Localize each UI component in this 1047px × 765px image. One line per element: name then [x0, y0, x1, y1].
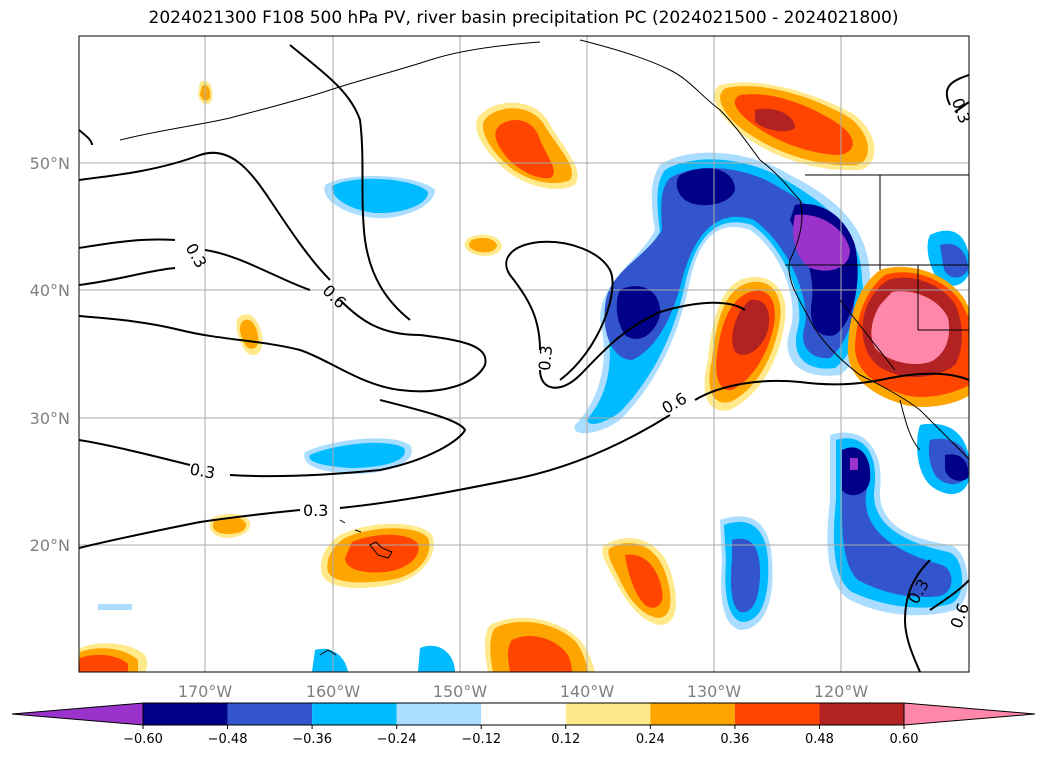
colorbar-segment	[481, 703, 566, 725]
pv-contours	[79, 44, 969, 672]
colorbar-tick-label: 0.48	[805, 732, 834, 747]
colorbar-tick-label: −0.12	[461, 732, 501, 747]
colorbar-tick-label: 0.24	[636, 732, 665, 747]
colorbar-tick-label: −0.24	[377, 732, 417, 747]
latitude-labels: 50°N 40°N 30°N 20°N	[30, 154, 70, 555]
coastlines	[119, 39, 969, 656]
contour-label: 0.3	[303, 501, 328, 520]
colorbar-tick-label: −0.48	[208, 732, 248, 747]
colorbar-frame	[142, 702, 905, 726]
lat-label: 40°N	[30, 281, 70, 300]
colorbar-tick-label: −0.36	[292, 732, 332, 747]
colorbar-tick-label: 0.60	[890, 732, 919, 747]
colorbar-extend-high	[903, 702, 1036, 726]
contour-label: 0.6	[659, 389, 691, 418]
negative-anomaly-band	[574, 152, 873, 434]
colorbar-segment	[565, 703, 651, 725]
contour-label: 0.3	[182, 240, 211, 272]
precipitation-shading	[79, 80, 969, 672]
lon-label: 160°W	[306, 682, 361, 701]
colorbar-segment	[734, 703, 820, 725]
colorbar-segment	[227, 703, 313, 725]
lon-label: 140°W	[560, 682, 615, 701]
colorbar-segment	[143, 703, 228, 725]
lon-label: 130°W	[687, 682, 742, 701]
negative-anomaly-west	[98, 175, 455, 672]
colorbar-segment	[312, 703, 397, 725]
negative-anomaly-southeast	[720, 230, 969, 630]
contour-label: 0.3	[948, 95, 975, 125]
colorbar-tick-label: −0.60	[123, 732, 163, 747]
colorbar: −0.60 −0.48 −0.36 −0.24 −0.12 0.12 0.24 0.36 0.4…	[11, 702, 1036, 747]
colorbar-extend-low	[11, 702, 144, 726]
page-title: 2024021300 F108 500 hPa PV, river basin …	[148, 8, 899, 28]
colorbar-segment	[650, 703, 735, 725]
contour-label: 0.3	[535, 345, 556, 372]
colorbar-segment	[819, 703, 904, 725]
colorbar-tick-label: 0.36	[720, 732, 749, 747]
lon-label: 150°W	[433, 682, 488, 701]
map-frame	[78, 35, 970, 673]
graticule	[79, 36, 969, 672]
positive-anomaly-blobs	[79, 80, 969, 672]
colorbar-tick-label: 0.12	[551, 732, 580, 747]
lat-label: 30°N	[30, 409, 70, 428]
lon-label: 170°W	[178, 682, 233, 701]
contour-label: 0.6	[319, 281, 350, 312]
longitude-labels: 170°W 160°W 150°W 140°W 130°W 120°W	[178, 682, 869, 701]
lon-label: 120°W	[814, 682, 869, 701]
lat-label: 50°N	[30, 154, 70, 173]
colorbar-segment	[396, 703, 482, 725]
contour-label: 0.3	[188, 460, 216, 483]
lat-label: 20°N	[30, 536, 70, 555]
